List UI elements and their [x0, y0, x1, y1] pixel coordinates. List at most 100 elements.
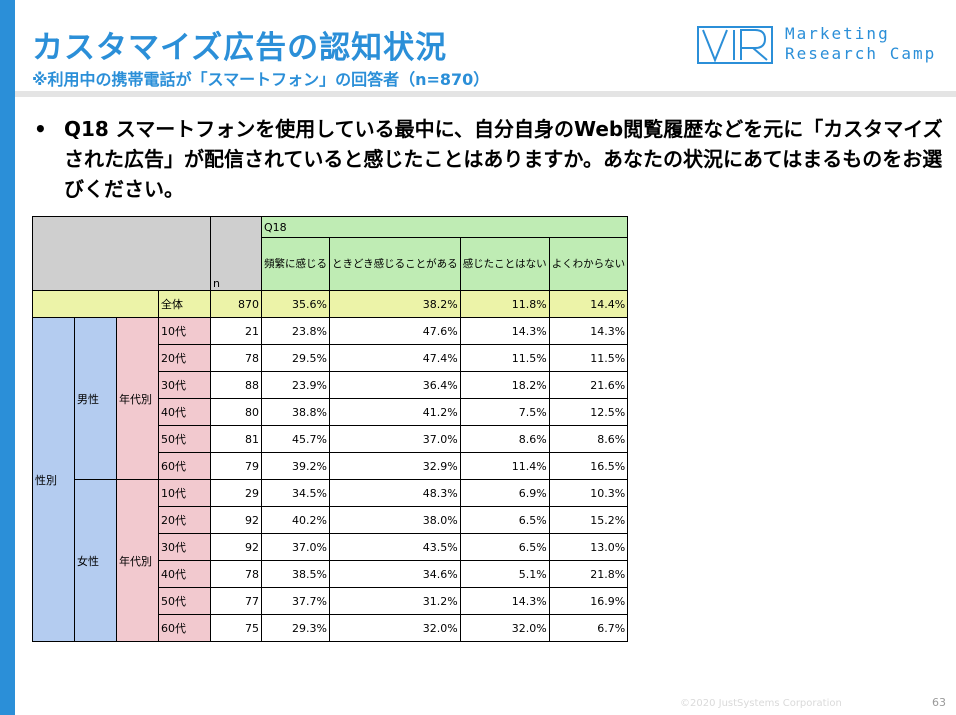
value-frequently: 23.9% — [261, 371, 330, 399]
value-unsure: 12.5% — [548, 398, 629, 426]
female-row: 女性 年代別 10代 29 34.5% 48.3% 6.9% 10.3% — [33, 479, 629, 642]
female-label: 女性 — [74, 479, 117, 642]
logo-text: Marketing Research Camp — [785, 24, 936, 64]
value-sometimes: 47.6% — [329, 317, 461, 345]
results-table: n Q18 頻繁に感じる ときどき感じることがある 感じたことはない よくわから… — [32, 216, 629, 642]
question-text: Q18 スマートフォンを使用している最中に、自分自身のWeb閲覧履歴などを元に「… — [64, 117, 943, 201]
sample-size: 92 — [210, 533, 262, 561]
value-unsure: 10.3% — [548, 479, 629, 507]
value-never: 32.0% — [459, 614, 550, 642]
male-row: 30代 88 23.9% 36.4% 18.2% 21.6% — [33, 371, 629, 399]
value-frequently: 39.2% — [261, 452, 330, 480]
total-spacer — [32, 290, 159, 318]
sample-size: 77 — [210, 587, 262, 615]
value-never: 6.9% — [459, 479, 550, 507]
value-unsure: 8.6% — [548, 425, 629, 453]
male-row: 40代 80 38.8% 41.2% 7.5% 12.5% — [33, 398, 629, 426]
value-never: 5.1% — [459, 560, 550, 588]
sample-size: 29 — [210, 479, 262, 507]
value-unsure: 21.6% — [548, 371, 629, 399]
age-label: 60代 — [158, 614, 211, 642]
male-row: 性別 男性 年代別 10代 21 23.8% 47.6% 14.3% 14.3% — [32, 317, 629, 642]
value-sometimes: 38.0% — [329, 506, 461, 534]
female-row: 50代 77 37.7% 31.2% 14.3% 16.9% — [33, 587, 629, 615]
sample-size: 21 — [210, 317, 262, 345]
value-frequently: 37.7% — [261, 587, 330, 615]
value-unsure: 13.0% — [548, 533, 629, 561]
value-never: 8.6% — [459, 425, 550, 453]
copyright-text: ©2020 JustSystems Corporation — [680, 698, 842, 709]
value-frequently: 38.8% — [261, 398, 330, 426]
value-unsure: 6.7% — [548, 614, 629, 642]
value-unsure: 15.2% — [548, 506, 629, 534]
sample-size: 80 — [210, 398, 262, 426]
col-header-frequently: 頻繁に感じる — [261, 237, 330, 291]
age-label: 40代 — [158, 398, 211, 426]
total-value-unsure: 14.4% — [548, 290, 629, 318]
accent-bar — [0, 0, 15, 715]
value-never: 14.3% — [459, 317, 550, 345]
col-header-unsure: よくわからない — [548, 237, 629, 291]
male-row: 60代 79 39.2% 32.9% 11.4% 16.5% — [33, 452, 629, 480]
bullet-marker: • — [34, 117, 47, 141]
value-frequently: 23.8% — [261, 317, 330, 345]
age-label: 50代 — [158, 587, 211, 615]
n-header: n — [210, 216, 262, 291]
col-header-sometimes: ときどき感じることがある — [329, 237, 461, 291]
age-label: 50代 — [158, 425, 211, 453]
header-divider — [15, 91, 956, 97]
age-label: 10代 — [158, 479, 211, 507]
total-n: 870 — [210, 290, 262, 318]
value-unsure: 11.5% — [548, 344, 629, 372]
value-never: 11.5% — [459, 344, 550, 372]
sample-size: 81 — [210, 425, 262, 453]
value-frequently: 29.3% — [261, 614, 330, 642]
value-sometimes: 32.9% — [329, 452, 461, 480]
sample-size: 78 — [210, 344, 262, 372]
company-logo: Marketing Research Camp — [697, 22, 947, 68]
table-corner-cell — [32, 216, 211, 291]
col-header-never: 感じたことはない — [459, 237, 550, 291]
value-frequently: 38.5% — [261, 560, 330, 588]
value-never: 18.2% — [459, 371, 550, 399]
female-row: 30代 92 37.0% 43.5% 6.5% 13.0% — [33, 533, 629, 561]
male-row: 20代 78 29.5% 47.4% 11.5% 11.5% — [33, 344, 629, 372]
age-label: 30代 — [158, 371, 211, 399]
value-sometimes: 31.2% — [329, 587, 461, 615]
page-subtitle: ※利用中の携帯電話が「スマートフォン」の回答者（n=870） — [32, 70, 490, 89]
female-row: 40代 78 38.5% 34.6% 5.1% 21.8% — [33, 560, 629, 588]
value-unsure: 14.3% — [548, 317, 629, 345]
q18-header: Q18 — [260, 216, 629, 238]
value-frequently: 29.5% — [261, 344, 330, 372]
question-block: • Q18 スマートフォンを使用している最中に、自分自身のWeb閲覧履歴などを元… — [34, 114, 952, 204]
value-unsure: 16.5% — [548, 452, 629, 480]
value-never: 7.5% — [459, 398, 550, 426]
sample-size: 78 — [210, 560, 262, 588]
age-label: 10代 — [158, 317, 211, 345]
sample-size: 79 — [210, 452, 262, 480]
value-sometimes: 48.3% — [329, 479, 461, 507]
age-label: 60代 — [158, 452, 211, 480]
total-value-sometimes: 38.2% — [329, 290, 461, 318]
gender-group-label: 性別 — [32, 317, 75, 642]
total-value-never: 11.8% — [459, 290, 550, 318]
age-label: 20代 — [158, 344, 211, 372]
value-sometimes: 47.4% — [329, 344, 461, 372]
value-sometimes: 41.2% — [329, 398, 461, 426]
value-never: 6.5% — [459, 506, 550, 534]
value-frequently: 34.5% — [261, 479, 330, 507]
male-age-group-label: 年代別 — [116, 317, 159, 480]
female-row: 60代 75 29.3% 32.0% 32.0% 6.7% — [33, 614, 629, 642]
value-sometimes: 34.6% — [329, 560, 461, 588]
value-frequently: 37.0% — [261, 533, 330, 561]
value-never: 11.4% — [459, 452, 550, 480]
page-title: カスタマイズ広告の認知状況 — [32, 30, 448, 66]
value-never: 6.5% — [459, 533, 550, 561]
logo-line-2: Research Camp — [785, 44, 937, 63]
female-age-group-label: 年代別 — [116, 479, 159, 642]
total-value-frequently: 35.6% — [261, 290, 330, 318]
value-sometimes: 32.0% — [329, 614, 461, 642]
value-never: 14.3% — [459, 587, 550, 615]
value-frequently: 40.2% — [261, 506, 330, 534]
sample-size: 75 — [210, 614, 262, 642]
